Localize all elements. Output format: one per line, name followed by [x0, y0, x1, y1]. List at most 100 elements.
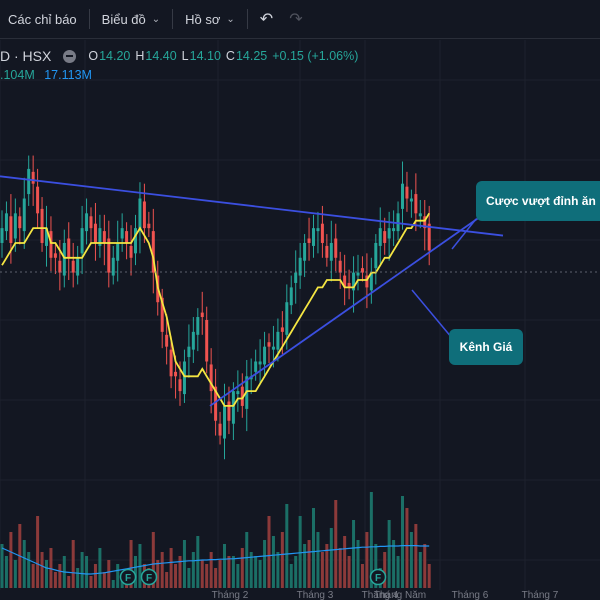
- candle-body: [89, 216, 93, 229]
- candle-body: [280, 327, 284, 332]
- chart-type-menu[interactable]: Biểu đồ ⌄: [94, 0, 168, 38]
- candle: [378, 207, 382, 264]
- volume-bar: [271, 536, 275, 588]
- candle: [294, 250, 298, 304]
- volume-bar: [312, 508, 315, 588]
- candle: [405, 171, 409, 212]
- candle-body: [329, 242, 333, 261]
- volume-bar: [156, 560, 160, 588]
- undo-button[interactable]: ↶: [252, 0, 281, 38]
- candle-body: [405, 186, 409, 199]
- candle-body: [356, 272, 360, 276]
- candle-body: [129, 245, 133, 258]
- candle-body: [107, 238, 111, 273]
- symbol-name[interactable]: D · HSX: [0, 48, 52, 64]
- collapse-icon[interactable]: [63, 49, 77, 63]
- candle: [374, 234, 378, 285]
- candle-body: [414, 194, 418, 214]
- candle: [4, 201, 8, 240]
- volume-bar: [98, 548, 102, 588]
- volume-bar: [392, 540, 396, 588]
- volume-bar: [356, 540, 360, 588]
- volume-bar: [338, 548, 342, 588]
- candle: [418, 200, 422, 229]
- volume-bar: [227, 556, 231, 588]
- volume-bar: [40, 552, 44, 588]
- volume-bar: [111, 580, 115, 588]
- candle: [240, 373, 244, 418]
- volume-bar: [45, 560, 48, 588]
- candle: [107, 220, 111, 288]
- toolbar-divider: [88, 9, 90, 29]
- candle: [36, 168, 40, 229]
- candle-body: [13, 213, 17, 239]
- volume-bar: [223, 544, 226, 588]
- volume-bar: [76, 568, 80, 588]
- redo-button[interactable]: ↷: [281, 0, 310, 38]
- undo-icon: ↶: [259, 11, 274, 28]
- candle-body: [53, 253, 57, 258]
- candle-body: [214, 386, 218, 421]
- candle: [120, 213, 124, 252]
- volume-bar: [80, 552, 84, 588]
- volume-bar: [369, 492, 373, 588]
- event-f-icon[interactable]: F: [140, 568, 158, 586]
- chart-grid: [0, 40, 600, 590]
- volume-bar: [258, 560, 262, 588]
- volume-bar: [93, 564, 97, 588]
- open-label: O: [88, 49, 99, 63]
- callout-price-channel[interactable]: Kênh Giá: [449, 329, 523, 365]
- resistance-trendline: [0, 175, 504, 237]
- candle-body: [169, 349, 173, 377]
- volume-bar: [22, 540, 26, 588]
- event-f-icon[interactable]: F: [369, 568, 387, 586]
- candle: [134, 214, 137, 266]
- profile-menu[interactable]: Hồ sơ ⌄: [177, 0, 243, 38]
- candle-body: [360, 268, 364, 273]
- candle: [298, 242, 302, 289]
- volume-bar: [423, 544, 427, 588]
- candle: [40, 197, 44, 252]
- volume-bar: [245, 532, 249, 588]
- top-toolbar: Các chỉ báo Biểu đồ ⌄ Hồ sơ ⌄ ↶ ↷: [0, 0, 600, 39]
- candle: [58, 240, 62, 291]
- candle: [45, 205, 48, 267]
- callout-breakout[interactable]: Cược vượt đỉnh ăn: [476, 181, 600, 221]
- volume-bar: [49, 548, 53, 588]
- volume-bar: [418, 552, 422, 588]
- svg-text:F: F: [146, 573, 152, 584]
- volume-bar: [329, 528, 333, 588]
- volume-bar: [374, 544, 378, 588]
- candle-body: [134, 228, 137, 254]
- candle-body: [236, 391, 240, 395]
- time-axis-label: Tháng 3: [297, 590, 334, 600]
- event-f-icon[interactable]: F: [119, 568, 137, 586]
- indicators-button[interactable]: Các chỉ báo: [0, 0, 85, 38]
- volume-bar: [165, 572, 169, 588]
- callout-breakout-text: Cược vượt đỉnh ăn: [486, 194, 596, 208]
- volume-bar: [31, 564, 35, 588]
- volume-bar: [160, 552, 164, 588]
- volume-bar: [360, 564, 364, 588]
- candle: [312, 214, 315, 258]
- volume-bar: [409, 532, 413, 588]
- candle: [427, 205, 431, 266]
- candle: [187, 324, 191, 378]
- candle-body: [409, 198, 413, 202]
- volume-bar: [240, 548, 244, 588]
- candle: [22, 177, 26, 249]
- candle-body: [369, 272, 373, 291]
- volume-bar: [316, 532, 320, 588]
- candle-body: [294, 272, 298, 283]
- candle-body: [111, 257, 115, 276]
- candle: [53, 244, 57, 275]
- volume-bar: [36, 516, 40, 588]
- open-value: 14.20: [99, 49, 131, 63]
- candle: [396, 201, 400, 240]
- candle-body: [254, 361, 258, 372]
- candle-body: [303, 242, 307, 261]
- candle: [303, 234, 307, 278]
- toolbar-divider: [172, 9, 174, 29]
- volume-bar: [209, 552, 213, 588]
